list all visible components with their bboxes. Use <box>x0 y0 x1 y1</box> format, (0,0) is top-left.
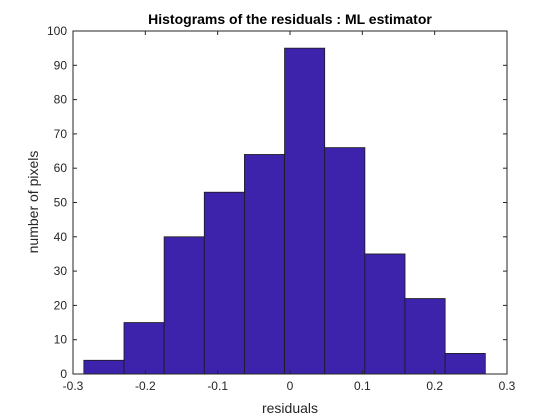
y-tick-label: 80 <box>54 93 68 107</box>
x-axis-ticks: -0.3 -0.2 -0.1 0 0.1 0.2 0.3 <box>63 31 516 393</box>
y-tick-label: 90 <box>54 58 68 72</box>
y-tick-label: 70 <box>54 127 68 141</box>
histogram-bar <box>244 154 285 375</box>
x-tick-label: -0.3 <box>63 379 84 393</box>
x-tick-label: 0.3 <box>499 379 516 393</box>
histogram-bar <box>83 359 125 375</box>
histogram-bar <box>123 322 165 375</box>
y-tick-label: 0 <box>60 367 67 381</box>
histogram-bar <box>163 236 205 375</box>
chart-title: Histograms of the residuals : ML estimat… <box>148 11 432 27</box>
y-tick-label: 30 <box>54 264 68 278</box>
histogram-bar <box>404 298 446 375</box>
x-tick-label: 0 <box>287 379 294 393</box>
y-tick-label: 60 <box>54 161 68 175</box>
x-axis-label: residuals <box>262 400 318 416</box>
y-tick-label: 100 <box>47 24 67 38</box>
histogram-bars <box>83 47 486 375</box>
histogram-bar <box>284 47 326 375</box>
x-tick-label: -0.1 <box>207 379 228 393</box>
x-tick-label: 0.2 <box>426 379 443 393</box>
histogram-bar <box>203 191 245 375</box>
histogram-bar <box>364 253 406 375</box>
histogram-bar <box>324 147 366 375</box>
y-tick-label: 50 <box>54 196 68 210</box>
y-axis-ticks: 0 10 20 30 40 50 60 70 80 90 100 <box>47 24 507 381</box>
x-tick-label: -0.2 <box>135 379 156 393</box>
y-tick-label: 40 <box>54 230 68 244</box>
y-axis-label: number of pixels <box>25 151 41 254</box>
y-tick-label: 10 <box>54 333 68 347</box>
x-tick-label: 0.1 <box>354 379 371 393</box>
y-tick-label: 20 <box>54 298 68 312</box>
histogram-bar <box>444 353 486 375</box>
